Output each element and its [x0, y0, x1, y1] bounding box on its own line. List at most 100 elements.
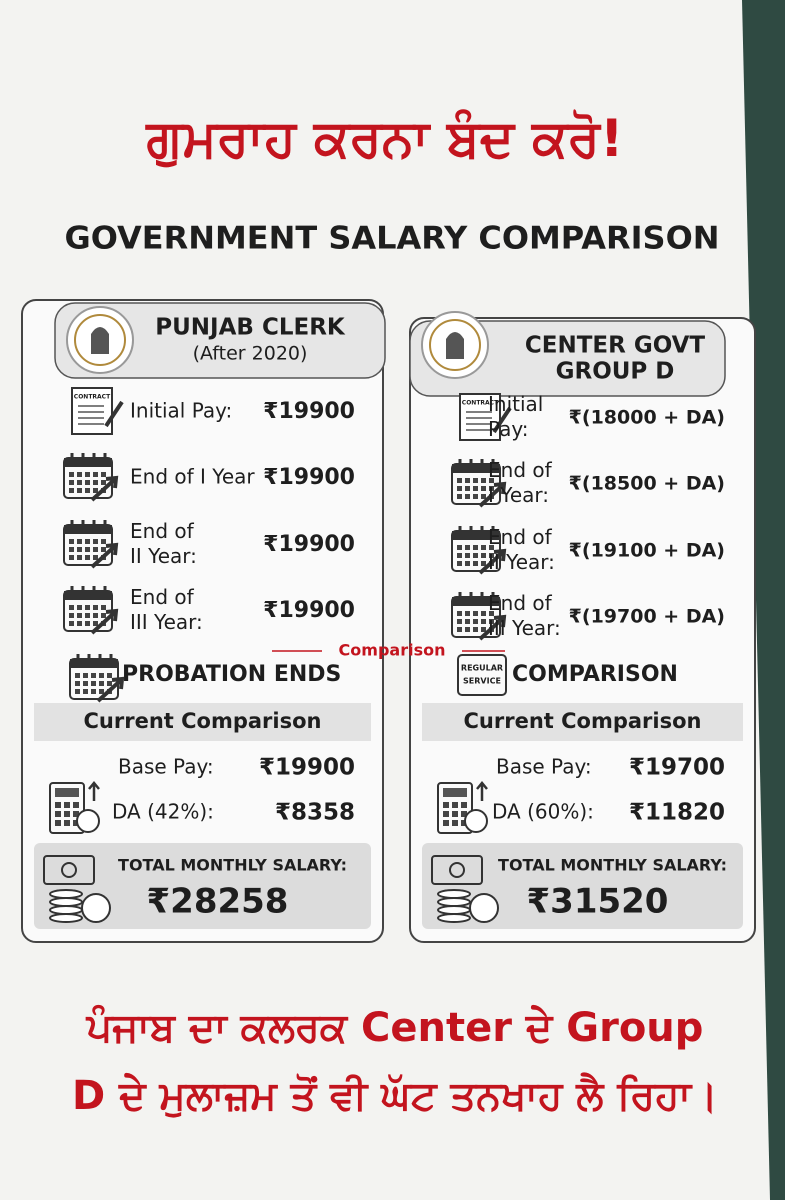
section-band	[422, 703, 743, 741]
calendar-day	[457, 627, 462, 632]
calculator-key	[461, 820, 467, 826]
calendar-day	[85, 488, 90, 493]
base-label: Base Pay:	[496, 755, 592, 779]
calendar-day	[83, 681, 88, 686]
calendar-day	[91, 689, 96, 694]
subtitle: GOVERNMENT SALARY COMPARISON	[65, 221, 720, 257]
calendar-day	[77, 539, 82, 544]
pen	[104, 400, 124, 428]
calculator-key	[55, 820, 61, 826]
calendar-day	[473, 561, 478, 566]
row-label: II Year:	[488, 550, 555, 574]
contract-icon	[71, 387, 113, 435]
calendar-day	[101, 480, 106, 485]
coin	[437, 897, 471, 907]
icon-label: CONTRACT	[74, 394, 111, 401]
calendar-day	[75, 689, 80, 694]
calendar-day	[77, 613, 82, 618]
calendar-day	[75, 681, 80, 686]
calendar-day	[85, 480, 90, 485]
calendar-day	[83, 689, 88, 694]
calculator-key	[64, 820, 70, 826]
calendar-day	[93, 613, 98, 618]
calendar-day	[93, 621, 98, 626]
row-label: I Year:	[488, 483, 549, 507]
coin	[437, 889, 471, 899]
da-value: ₹8358	[275, 800, 355, 826]
total-label: TOTAL MONTHLY SALARY:	[118, 856, 347, 875]
calendar-day	[465, 486, 470, 491]
calendar-day	[77, 621, 82, 626]
calendar-day	[99, 673, 104, 678]
logo-ring	[429, 319, 481, 371]
calendar-day	[481, 619, 486, 624]
row-value: ₹(19700 + DA)	[569, 606, 725, 628]
calculator-key	[461, 811, 467, 817]
calendar-day	[473, 611, 478, 616]
calculator-key	[452, 811, 458, 817]
calendar-day	[489, 478, 494, 483]
row-label: End of	[130, 519, 195, 543]
calendar-day	[481, 611, 486, 616]
calendar-day	[101, 613, 106, 618]
calculator-key	[73, 820, 79, 826]
calendar-day	[75, 673, 80, 678]
calendar-day	[489, 486, 494, 491]
total-value: ₹28258	[147, 882, 289, 922]
calendar-day	[465, 553, 470, 558]
calendar-day	[101, 547, 106, 552]
coin	[49, 913, 83, 923]
calendar-day	[69, 539, 74, 544]
trend-arrow	[96, 676, 125, 703]
row-label: End of	[488, 525, 553, 549]
calendar-day	[465, 611, 470, 616]
calendar-day	[465, 545, 470, 550]
card-header	[409, 320, 726, 397]
calendar-day	[69, 621, 74, 626]
calendar-day	[77, 547, 82, 552]
trend-arrow	[478, 548, 507, 575]
calendar-day	[93, 480, 98, 485]
calculator-icon	[437, 782, 473, 834]
calendar-day	[69, 605, 74, 610]
calendar-day	[481, 553, 486, 558]
row-value: ₹(19100 + DA)	[569, 540, 725, 562]
calculator-key	[443, 811, 449, 817]
calendar-day	[481, 494, 486, 499]
row-value: ₹19900	[263, 465, 355, 490]
row-label: Pay:	[488, 417, 529, 441]
total-label: TOTAL MONTHLY SALARY:	[498, 856, 727, 875]
up-arrow	[88, 781, 100, 801]
calendar-head	[452, 597, 500, 606]
calculator-key	[452, 802, 458, 808]
calendar-day	[93, 547, 98, 552]
calendar-day	[85, 605, 90, 610]
calendar-day	[107, 673, 112, 678]
calendar-day	[457, 619, 462, 624]
calendar-day	[481, 486, 486, 491]
trend-arrow	[90, 608, 119, 635]
calendar-day	[473, 553, 478, 558]
calendar-day	[93, 488, 98, 493]
calendar-day	[93, 605, 98, 610]
calendar-day	[77, 555, 82, 560]
calendar-day	[101, 539, 106, 544]
calendar-day	[69, 613, 74, 618]
calendar-day	[77, 488, 82, 493]
calendar-day	[69, 555, 74, 560]
icon-label: SERVICE	[463, 677, 501, 686]
calendar-day	[107, 681, 112, 686]
calculator-key	[73, 811, 79, 817]
calendar-head	[452, 531, 500, 540]
icon-label: REGULAR	[461, 664, 503, 673]
calculator-key	[443, 820, 449, 826]
calendar-day	[69, 480, 74, 485]
calendar-head	[70, 659, 118, 668]
calculator-key	[452, 820, 458, 826]
calendar-day	[457, 494, 462, 499]
footer-line: ਪੰਜਾਬ ਦਾ ਕਲਰਕ Center ਦੇ Group	[86, 1005, 704, 1051]
calendar-day	[93, 472, 98, 477]
calendar-day	[473, 486, 478, 491]
da-label: DA (60%):	[492, 800, 594, 824]
card-title: (After 2020)	[193, 343, 308, 365]
